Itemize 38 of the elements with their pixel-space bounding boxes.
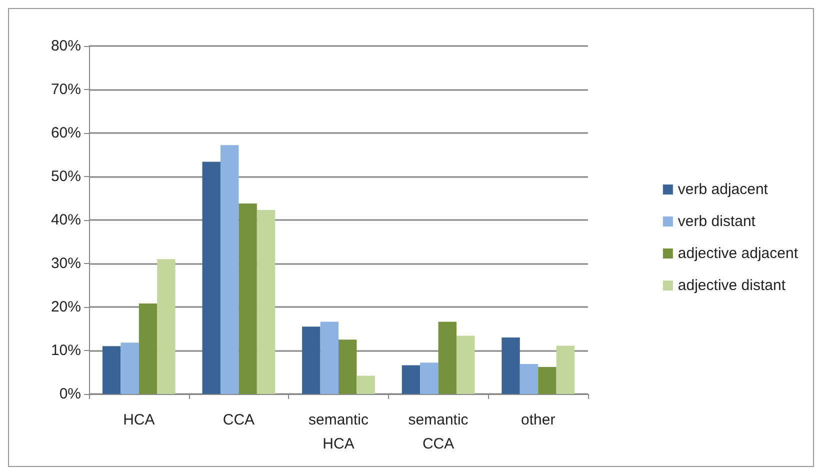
bar bbox=[438, 322, 457, 394]
y-tick-label: 70% bbox=[50, 81, 81, 98]
y-tick-label: 10% bbox=[50, 342, 81, 359]
x-tick-label: other bbox=[521, 412, 556, 428]
legend-label: verb distant bbox=[678, 213, 756, 230]
y-tick-label: 20% bbox=[50, 298, 81, 316]
y-tick-label: 50% bbox=[50, 168, 81, 185]
bar bbox=[320, 322, 338, 394]
bar bbox=[456, 336, 475, 394]
bar bbox=[157, 259, 176, 394]
bar bbox=[102, 346, 121, 394]
bar bbox=[138, 304, 158, 394]
bar bbox=[120, 342, 139, 394]
bar bbox=[338, 340, 357, 394]
y-tick-label: 60% bbox=[50, 124, 81, 142]
x-tick-label: semantic CCA bbox=[408, 412, 469, 452]
x-tick-label: CCA bbox=[222, 412, 255, 428]
x-tick-label: HCA bbox=[123, 412, 155, 428]
bar bbox=[220, 145, 239, 394]
x-tick-label: semantic HCA bbox=[308, 412, 370, 452]
bar bbox=[502, 337, 520, 394]
y-tick-label: 40% bbox=[50, 212, 81, 228]
bar bbox=[356, 376, 375, 394]
bar bbox=[202, 162, 220, 394]
bar bbox=[302, 326, 320, 394]
bar bbox=[538, 367, 556, 394]
bar bbox=[520, 364, 538, 394]
y-tick-label: 0% bbox=[59, 386, 81, 402]
bar bbox=[256, 210, 276, 394]
legend-label: adjective adjacent bbox=[678, 245, 799, 262]
bar bbox=[420, 362, 438, 394]
legend-label: adjective distant bbox=[678, 277, 786, 294]
bar bbox=[402, 365, 420, 394]
bar bbox=[238, 203, 257, 394]
legend-label: verb adjacent bbox=[678, 181, 769, 198]
y-tick-label: 80% bbox=[50, 38, 81, 54]
bar bbox=[556, 346, 575, 394]
y-tick-label: 30% bbox=[50, 255, 81, 272]
